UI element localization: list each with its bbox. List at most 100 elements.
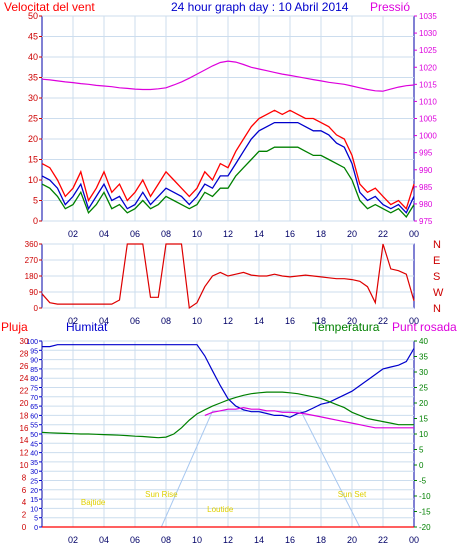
compass-label: S: [433, 271, 440, 283]
bottom-x-tick-label: 12: [223, 535, 233, 545]
pressure-axis-tick-label: 1000: [419, 132, 437, 141]
rain-axis-tick-label: 30: [20, 337, 29, 346]
sun-annotation: Sun Set: [338, 490, 367, 499]
pressure-axis-tick-label: 1035: [419, 12, 437, 21]
wind-x-tick-label: 14: [254, 229, 264, 239]
wind-x-tick-label: 06: [130, 229, 140, 239]
wind-x-tick-label: 12: [223, 229, 233, 239]
temperature-axis-tick-label: 30: [419, 368, 428, 377]
direction-axis-tick-label: 270: [25, 256, 39, 265]
humidity-axis-tick-label: 95: [30, 348, 38, 355]
humidity-axis-tick-label: 100: [26, 339, 38, 346]
pressure-title: Pressió: [370, 0, 411, 14]
temperature-axis-tick-label: 25: [419, 384, 428, 393]
humidity-axis-tick-label: 40: [30, 451, 38, 458]
series-temperatura-line: [41, 391, 414, 439]
bottom-x-tick-label: 08: [161, 535, 171, 545]
bottom-x-tick-label: 02: [68, 535, 78, 545]
wind-x-tick-label: 02: [68, 229, 78, 239]
pressure-axis-tick-label: 1015: [419, 80, 437, 89]
compass-label: E: [433, 255, 440, 267]
direction-axis-tick-label: 90: [29, 288, 38, 297]
direction-axis-tick-label: 0: [34, 304, 39, 313]
rain-axis-tick-label: 12: [20, 449, 29, 458]
rain-axis-tick-label: 16: [20, 424, 29, 433]
wind-axis-tick-label: 10: [28, 175, 38, 185]
direction-x-tick-label: 18: [316, 316, 326, 326]
bottom-x-tick-label: 20: [347, 535, 357, 545]
pressure-axis-tick-label: 985: [419, 183, 433, 192]
wind-axis-tick-label: 15: [28, 155, 38, 165]
bottom-x-tick-label: 00: [409, 535, 419, 545]
sun-annotation: Sun Rise: [145, 490, 178, 499]
humidity-axis-tick-label: 55: [30, 423, 38, 430]
dewpoint-title: Punt rosada: [392, 320, 457, 334]
humidity-axis-tick-label: 20: [30, 488, 38, 495]
wind-axis-tick-label: 40: [28, 52, 38, 62]
compass-label: W: [433, 287, 444, 299]
sun-annotation: Bajtide: [81, 498, 106, 507]
temperature-title: Temperatura: [312, 320, 380, 334]
series-humitat-line: [42, 344, 415, 418]
series-average-line: [41, 121, 415, 214]
temperature-axis-tick-label: 40: [419, 337, 428, 346]
rain-axis-tick-label: 6: [22, 486, 27, 495]
series-direction-line: [41, 243, 415, 310]
bottom-x-tick-label: 06: [130, 535, 140, 545]
humidity-axis-tick-label: 15: [30, 497, 38, 504]
rain-axis-tick-label: 10: [20, 461, 29, 470]
wind-speed-title: Velocitat del vent: [4, 0, 95, 14]
rain-axis-tick-label: 20: [20, 399, 29, 408]
wind-x-tick-label: 20: [347, 229, 357, 239]
direction-x-tick-label: 02: [68, 316, 78, 326]
humidity-axis-tick-label: 25: [30, 479, 38, 486]
direction-axis-tick-label: 360: [25, 240, 39, 249]
wind-axis-tick-label: 5: [33, 196, 38, 206]
humidity-axis-tick-label: 60: [30, 413, 38, 420]
rain-axis-tick-label: 0: [22, 523, 27, 532]
temperature-axis-tick-label: 10: [419, 430, 428, 439]
humidity-axis-tick-label: 0: [34, 525, 38, 532]
compass-label: N: [433, 303, 441, 315]
pressure-axis-tick-label: 995: [419, 149, 433, 158]
humidity-axis-tick-label: 65: [30, 404, 38, 411]
wind-axis-tick-label: 50: [28, 11, 38, 21]
humidity-axis-tick-label: 30: [30, 469, 38, 476]
pressure-axis-tick-label: 1030: [419, 29, 437, 38]
sun-annotation: Loutide: [207, 505, 234, 514]
rain-axis-tick-label: 22: [20, 387, 29, 396]
temperature-axis-tick-label: 20: [419, 399, 428, 408]
direction-axis-tick-label: 180: [25, 272, 39, 281]
rain-axis-tick-label: 26: [20, 362, 29, 371]
temperature-axis-tick-label: 0: [419, 461, 424, 470]
rain-axis-tick-label: 24: [20, 374, 29, 383]
wind-axis-tick-label: 35: [28, 73, 38, 83]
bottom-x-tick-label: 22: [378, 535, 388, 545]
rain-axis-tick-label: 14: [20, 436, 29, 445]
humidity-axis-tick-label: 80: [30, 376, 38, 383]
humidity-axis-tick-label: 90: [30, 358, 38, 365]
series-gust-line: [41, 109, 415, 210]
rain-axis-tick-label: 2: [22, 511, 27, 520]
humidity-axis-tick-label: 45: [30, 441, 38, 448]
humidity-axis-tick-label: 50: [30, 432, 38, 439]
humidity-axis-tick-label: 10: [30, 506, 38, 513]
wind-x-tick-label: 08: [161, 229, 171, 239]
wind-x-tick-label: 04: [99, 229, 109, 239]
series-speed-line: [41, 146, 415, 218]
direction-x-tick-label: 10: [192, 316, 202, 326]
rain-title: Pluja: [1, 320, 28, 334]
pressure-axis-tick-label: 1025: [419, 46, 437, 55]
graph-title: 24 hour graph day : 10 Abril 2014: [171, 0, 349, 14]
direction-x-tick-label: 16: [285, 316, 295, 326]
rain-axis-tick-label: 8: [22, 473, 27, 482]
bottom-x-tick-label: 14: [254, 535, 264, 545]
compass-label: N: [433, 239, 441, 251]
direction-x-tick-label: 00: [409, 316, 419, 326]
wind-x-tick-label: 10: [192, 229, 202, 239]
temperature-axis-tick-label: -15: [419, 508, 431, 517]
pressure-axis-tick-label: 1005: [419, 115, 437, 124]
wind-axis-tick-label: 0: [33, 216, 38, 226]
direction-x-tick-label: 20: [347, 316, 357, 326]
